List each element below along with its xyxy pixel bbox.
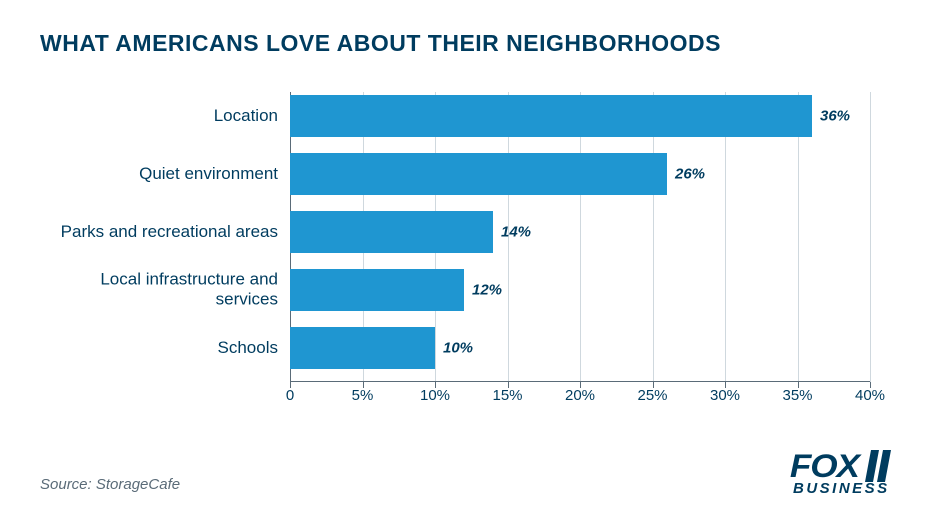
chart-title: WHAT AMERICANS LOVE ABOUT THEIR NEIGHBOR… <box>40 30 891 57</box>
bar-value-label: 14% <box>501 224 531 241</box>
bar-row: Quiet environment26% <box>290 153 870 195</box>
bar-value-label: 12% <box>472 282 502 299</box>
bar-value-label: 10% <box>443 340 473 357</box>
bar <box>290 95 812 137</box>
gridline <box>870 92 871 382</box>
bar-row: Local infrastructure and services12% <box>290 269 870 311</box>
x-axis-line <box>290 381 870 382</box>
x-tick-label: 0 <box>286 387 294 404</box>
bar-category-label: Parks and recreational areas <box>38 222 278 242</box>
x-tick-label: 25% <box>637 387 667 404</box>
bar-category-label: Quiet environment <box>38 164 278 184</box>
x-tick-label: 20% <box>565 387 595 404</box>
bar-category-label: Local infrastructure and services <box>38 270 278 311</box>
logo-business-text: BUSINESS <box>793 480 890 497</box>
bar <box>290 153 667 195</box>
bar-row: Location36% <box>290 95 870 137</box>
x-tick-label: 15% <box>492 387 522 404</box>
bar-row: Parks and recreational areas14% <box>290 211 870 253</box>
source-credit: Source: StorageCafe <box>40 476 180 493</box>
bar <box>290 269 464 311</box>
x-tick-label: 35% <box>782 387 812 404</box>
x-tick-label: 40% <box>855 387 885 404</box>
fox-business-logo: FOX BUSINESS <box>793 450 903 505</box>
bar <box>290 327 435 369</box>
bar <box>290 211 493 253</box>
logo-slashes-icon <box>865 450 899 482</box>
bar-row: Schools10% <box>290 327 870 369</box>
chart-area: 05%10%15%20%25%30%35%40%Location36%Quiet… <box>40 92 880 412</box>
x-tick-label: 30% <box>710 387 740 404</box>
x-tick-label: 10% <box>420 387 450 404</box>
bar-value-label: 36% <box>820 108 850 125</box>
bar-category-label: Schools <box>38 338 278 358</box>
plot-area: 05%10%15%20%25%30%35%40%Location36%Quiet… <box>290 92 870 382</box>
bar-value-label: 26% <box>675 166 705 183</box>
bar-category-label: Location <box>38 106 278 126</box>
x-tick-label: 5% <box>352 387 374 404</box>
